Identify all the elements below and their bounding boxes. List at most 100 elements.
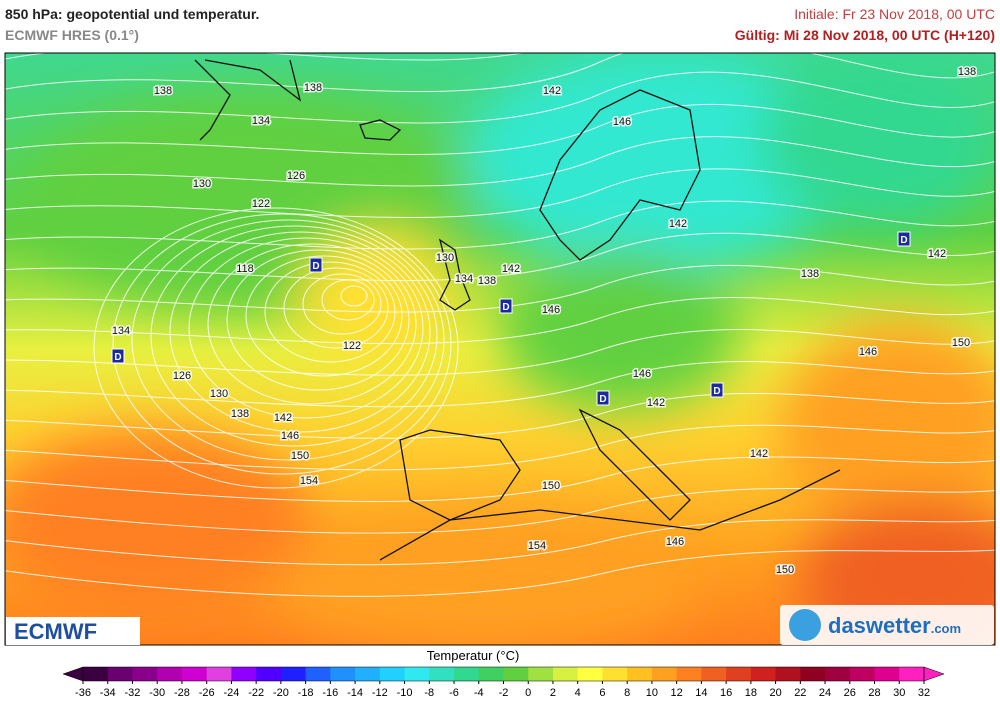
contour-label: 138: [304, 82, 322, 94]
contour-label: 122: [343, 340, 361, 352]
contour-label: 146: [613, 116, 631, 128]
colorbar-tick-label: 26: [844, 687, 856, 699]
isohypse: [207, 243, 417, 405]
contour-label: 122: [252, 198, 270, 210]
colorbar-swatch: [651, 667, 678, 681]
low-marker: [596, 390, 610, 406]
colorbar-label: Temperatur (°C): [427, 648, 520, 663]
colorbar-swatch: [330, 667, 356, 681]
contour-label: 150: [952, 337, 970, 349]
isohypse: [340, 285, 368, 307]
isohypse: [5, 329, 995, 376]
colorbar-swatch: [157, 667, 183, 681]
colorbar-tick-label: 12: [671, 687, 683, 699]
colorbar-tick-label: 10: [646, 687, 658, 699]
contour-label: 138: [958, 66, 976, 78]
map-subtitle: ECMWF HRES (0.1°): [5, 27, 139, 43]
low-label: D: [502, 302, 509, 313]
contour-label: 126: [287, 170, 305, 182]
colorbar-swatch: [701, 667, 727, 681]
contour-label: 130: [193, 178, 211, 190]
low-marker: [111, 348, 125, 364]
colorbar-tick-label: -36: [75, 687, 91, 699]
colorbar-tick-label: 0: [525, 687, 531, 699]
isohypse: [5, 424, 995, 471]
contour-label: 126: [173, 370, 191, 382]
colorbar-swatch: [305, 667, 331, 681]
colorbar-swatch: [528, 667, 554, 681]
isohypse: [226, 249, 410, 391]
contour-label: 150: [776, 564, 794, 576]
colorbar-tick-label: -20: [273, 687, 289, 699]
colorbar-tick-label: -24: [223, 687, 239, 699]
colorbar-swatch: [825, 667, 851, 681]
low-label: D: [312, 261, 319, 272]
isohypse: [5, 549, 995, 597]
contour-label: 118: [236, 263, 254, 275]
colorbar-tick-label: -32: [125, 687, 141, 699]
low-marker: [710, 382, 724, 398]
colorbar-tick-label: -2: [499, 687, 509, 699]
contour-label: 150: [291, 450, 309, 462]
colorbar-swatch: [503, 667, 529, 681]
colorbar-tick-label: -34: [100, 687, 116, 699]
colorbar-swatch: [478, 667, 504, 681]
ecmwf-logo: ECMWF: [6, 617, 140, 645]
colorbar-swatch: [849, 667, 876, 681]
isohypse: [5, 361, 995, 408]
contour-label: 142: [750, 448, 768, 460]
colorbar-tick-label: -16: [322, 687, 338, 699]
map-frame: [4, 52, 996, 646]
isohypse: [5, 519, 995, 566]
init-time: Initiale: Fr 23 Nov 2018, 00 UTC: [794, 6, 995, 22]
colorbar-tick-label: 28: [868, 687, 880, 699]
low-marker: [897, 231, 911, 247]
colorbar-swatch: [379, 667, 406, 681]
colorbar-swatch: [627, 667, 653, 681]
colorbar-swatch: [231, 667, 257, 681]
colorbar-swatch: [107, 667, 133, 681]
colorbar-tick-label: 18: [745, 687, 757, 699]
contour-label: 138: [801, 268, 819, 280]
isohypse: [150, 225, 438, 447]
colorbar-tick-label: -18: [298, 687, 314, 699]
map-title: 850 hPa: geopotential und temperatur.: [5, 6, 259, 22]
contour-label: 154: [528, 540, 546, 552]
contour-label: 138: [478, 275, 496, 287]
contour-label: 146: [859, 346, 877, 358]
low-marker: [499, 298, 513, 314]
low-label: D: [599, 394, 606, 405]
colorbar-swatch: [874, 667, 900, 681]
colorbar-swatch: [602, 667, 628, 681]
isohypse: [5, 136, 995, 187]
colorbar-tick-label: 14: [695, 687, 707, 699]
colorbar-swatch: [181, 667, 208, 681]
colorbar-swatch: [899, 667, 925, 681]
colorbar-tick-label: 30: [893, 687, 905, 699]
colorbar-tick-label: -30: [149, 687, 165, 699]
isohypse: [131, 219, 445, 461]
ecmwf-logo-text: ECMWF: [14, 619, 97, 644]
colorbar-tick-label: -12: [372, 687, 388, 699]
colorbar-tick-label: -8: [424, 687, 434, 699]
isohypse: [5, 53, 995, 92]
low-label: D: [114, 352, 121, 363]
isohypse: [5, 487, 995, 534]
contour-label: 146: [666, 536, 684, 548]
colorbar-swatch: [132, 667, 158, 681]
colorbar-swatch: [83, 667, 109, 681]
contour-label: 142: [928, 248, 946, 260]
colorbar-tick-label: -22: [248, 687, 264, 699]
isohypse: [5, 104, 995, 155]
isohypse: [112, 213, 452, 475]
colorbar-swatch: [355, 667, 381, 681]
colorbar: -36 -34 -32 -30 -28 -26 -24 -22 -20 -18 -16 -14 -12-…: [62, 666, 945, 699]
contour-label: 134: [252, 115, 270, 127]
colorbar-tick-label: 32: [918, 687, 930, 699]
colorbar-swatch: [800, 667, 826, 681]
colorbar-tick-label: -28: [174, 687, 190, 699]
low-label: D: [713, 386, 720, 397]
isohypse: [5, 200, 995, 250]
isohypse: [93, 207, 459, 489]
